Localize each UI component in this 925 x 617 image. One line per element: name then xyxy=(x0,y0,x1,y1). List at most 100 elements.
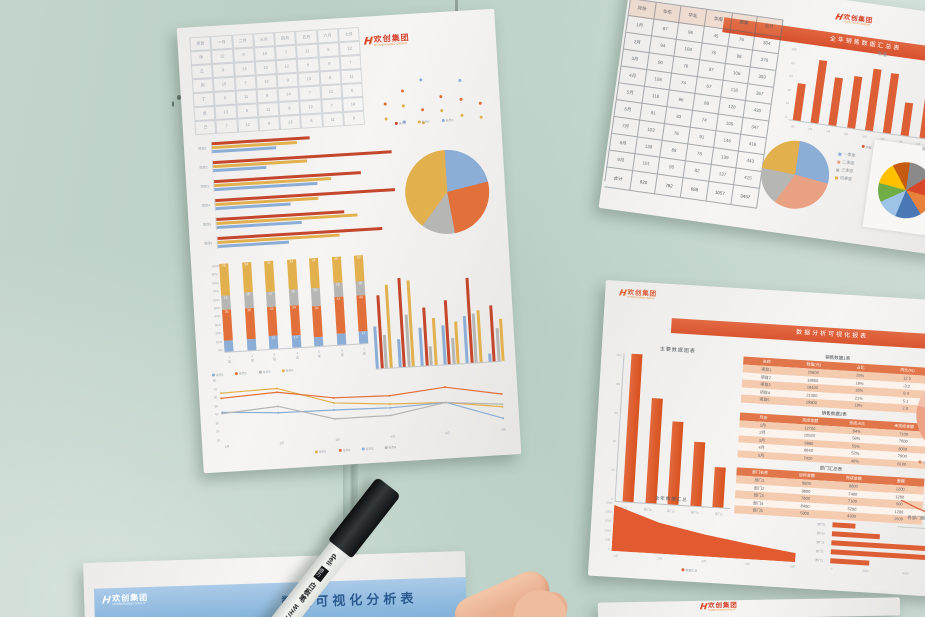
line-chart-plot xyxy=(900,499,925,517)
dot-marker xyxy=(419,77,423,82)
axis-label: 1月 xyxy=(613,554,619,559)
pie-chart xyxy=(402,147,492,237)
table-cell: 9 xyxy=(213,90,236,106)
dot-marker xyxy=(401,104,405,109)
axis-label: 20 xyxy=(610,468,615,473)
bar xyxy=(830,558,869,566)
striped-data-tables: 销售数据1表 名称 数值(元) 占比 同比(%) 项目1 25600 25% 12.5 项目2 18… xyxy=(734,347,925,525)
dot-marker xyxy=(421,108,425,112)
table-cell: 5月 xyxy=(757,452,765,458)
stacked-segment: 15 xyxy=(268,335,279,350)
data-point xyxy=(276,405,279,408)
bar xyxy=(846,76,862,129)
bar xyxy=(864,68,882,132)
axis-label: 10 xyxy=(216,439,221,443)
legend-item: 系列4 xyxy=(384,442,405,452)
axis-label: 部门3 xyxy=(816,541,825,545)
axis-label: 项目5 xyxy=(202,223,212,227)
table-cell: 乙 xyxy=(190,64,214,80)
axis-label: 20 xyxy=(785,102,790,106)
sheet-bottom-right: H 欢创集团 HUANCHUANG GROUP xyxy=(597,597,901,617)
stacked-segment: 40 xyxy=(356,295,368,332)
table-cell: 9 xyxy=(342,110,365,127)
legend-swatch xyxy=(258,370,262,374)
axis-label: 60 xyxy=(213,396,218,400)
logo-subtitle: HUANCHUANG GROUP xyxy=(708,608,736,612)
dot-marker xyxy=(479,115,484,119)
legend-swatch xyxy=(681,568,685,572)
table-cell: 48% xyxy=(850,457,860,464)
line-series xyxy=(222,401,504,419)
legend-label: 系列4 xyxy=(388,446,397,450)
sheet-title-banner: 数据分析可视化报表 xyxy=(670,318,925,353)
axis-label: 项目4 xyxy=(201,204,211,208)
bar xyxy=(832,522,856,529)
legend-label: 销量 xyxy=(865,145,872,150)
axis-label: 80 xyxy=(212,379,217,383)
axis-label: 2月 xyxy=(279,442,285,446)
stacked-segment: 35 xyxy=(221,309,233,341)
legend-item: 二季度 xyxy=(837,158,855,166)
axis-label: 项目2 xyxy=(199,166,208,170)
legend-swatch xyxy=(315,450,319,454)
legend-label: 系列1 xyxy=(319,450,327,454)
bar xyxy=(810,59,828,124)
axis-label: 4月 xyxy=(844,132,849,137)
dot-marker xyxy=(400,89,404,93)
dot-marker xyxy=(440,109,444,113)
axis-label: 5区 xyxy=(317,350,322,359)
line-series xyxy=(221,387,503,408)
data-point xyxy=(388,394,391,397)
area-chart: 2500 2000 1500 1000 500 0 1月 2月 3月 4月 5月 数据汇总 xyxy=(594,500,800,581)
table-cell: 8 xyxy=(256,88,279,104)
axis-label: 0 xyxy=(785,115,788,119)
table-cell: 一月 xyxy=(210,34,233,51)
legend-label: 系列2 xyxy=(239,372,248,376)
stacked-column: 30 16 40 14 xyxy=(353,255,369,344)
axis-label: 100% xyxy=(211,264,220,269)
table-cell: 10 xyxy=(254,60,277,76)
table-cell: 12 xyxy=(211,48,234,65)
table-cell: 14 xyxy=(342,96,365,113)
line-chart: 80 70 60 50 40 30 20 10 1月 2月 3月 4月 5月 6月 系列1 系列2 系列3 系… xyxy=(206,361,509,463)
axis-label: 60 xyxy=(614,411,618,415)
legend-label: 三季度 xyxy=(840,167,854,174)
legend-item: 系列3 xyxy=(441,115,461,125)
legend-swatch xyxy=(441,118,445,123)
stacked-column: 30 16 42 xyxy=(331,256,346,345)
axis-label: 1500 xyxy=(604,519,612,524)
axis-label: 6月 xyxy=(500,428,506,432)
axis-label: 60% xyxy=(213,298,220,302)
axis-label: 部门4 xyxy=(816,532,825,536)
axis-label: 80% xyxy=(212,281,219,286)
bar xyxy=(882,72,900,134)
table-cell: 7 xyxy=(298,85,321,101)
table-cell: 8 xyxy=(300,113,323,129)
table-cell: 12 xyxy=(236,117,259,133)
stacked-segment: 20 xyxy=(310,287,321,306)
axis-label: 4月 xyxy=(390,435,396,439)
legend-item: 系列1 xyxy=(315,446,335,456)
table-cell: 12 xyxy=(319,84,343,100)
axis-label: 2区 xyxy=(250,354,254,363)
legend-swatch xyxy=(838,152,842,156)
axis-label: 0 xyxy=(607,547,610,551)
axis-label: 2月 xyxy=(808,127,813,132)
table-cell: 13 xyxy=(338,40,361,57)
columns xyxy=(614,353,740,510)
stacked-segment: 18 xyxy=(288,289,299,306)
legend-swatch xyxy=(918,460,922,464)
dot-marker xyxy=(439,94,443,98)
legend-label: 一季度 xyxy=(843,151,856,158)
table-cell: 8 xyxy=(278,100,301,117)
table-cell: 项目5 xyxy=(759,396,770,403)
table-cell: 6 xyxy=(235,103,259,119)
wall-speck xyxy=(177,95,181,100)
legend-label: 二季度 xyxy=(842,159,855,166)
stacked-segment: 16 xyxy=(333,282,343,298)
table-cell: 7 xyxy=(320,98,343,114)
axis-label: 3月 xyxy=(701,560,707,564)
pie-chart xyxy=(874,158,925,222)
logo-subtitle: HUANCHUANG GROUP xyxy=(112,602,146,607)
horizontal-bar-chart: 部门5部门4部门3部门2部门102000400060008000 xyxy=(815,519,925,582)
